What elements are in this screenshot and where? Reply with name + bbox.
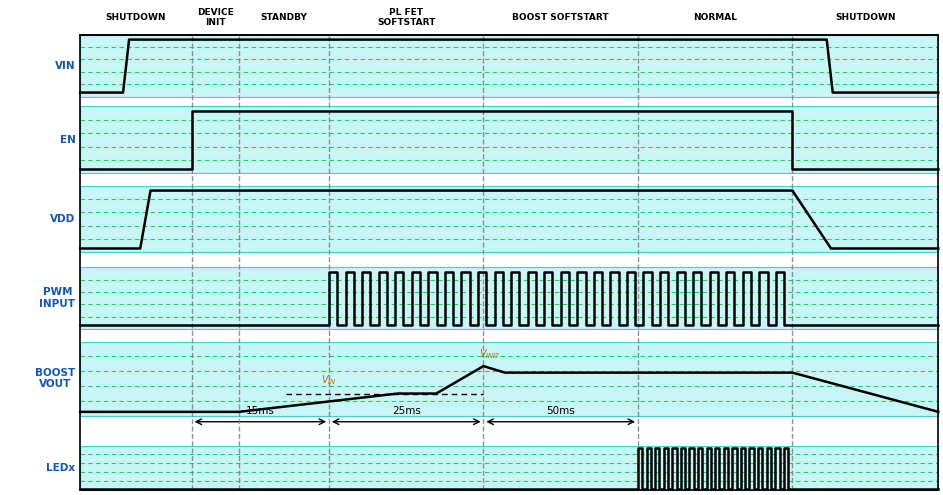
Bar (80, 106, 938, 173)
Text: NORMAL: NORMAL (693, 13, 737, 22)
Text: PWM
INPUT: PWM INPUT (40, 288, 75, 309)
Text: VIN: VIN (55, 60, 75, 71)
Bar (80, 35, 938, 97)
Text: BOOST SOFTSTART: BOOST SOFTSTART (512, 13, 609, 22)
Bar (80, 267, 938, 329)
Text: VDD: VDD (50, 214, 75, 224)
Bar (80, 342, 938, 416)
Text: EN: EN (59, 135, 75, 145)
Text: PL FET
SOFTSTART: PL FET SOFTSTART (377, 7, 436, 27)
Text: $V_{IN}$: $V_{IN}$ (322, 373, 337, 387)
Text: 50ms: 50ms (546, 406, 575, 416)
Text: $V_{INIT}$: $V_{INIT}$ (479, 347, 502, 361)
Text: 15ms: 15ms (246, 406, 274, 416)
Text: SHUTDOWN: SHUTDOWN (835, 13, 896, 22)
Text: SHUTDOWN: SHUTDOWN (106, 13, 166, 22)
Text: 25ms: 25ms (391, 406, 421, 416)
Text: LEDx: LEDx (46, 463, 75, 473)
Bar (80, 446, 938, 490)
Text: BOOST
VOUT: BOOST VOUT (35, 368, 75, 390)
Text: STANDBY: STANDBY (260, 13, 307, 22)
Text: DEVICE
INIT: DEVICE INIT (197, 7, 234, 27)
Bar (80, 186, 938, 252)
